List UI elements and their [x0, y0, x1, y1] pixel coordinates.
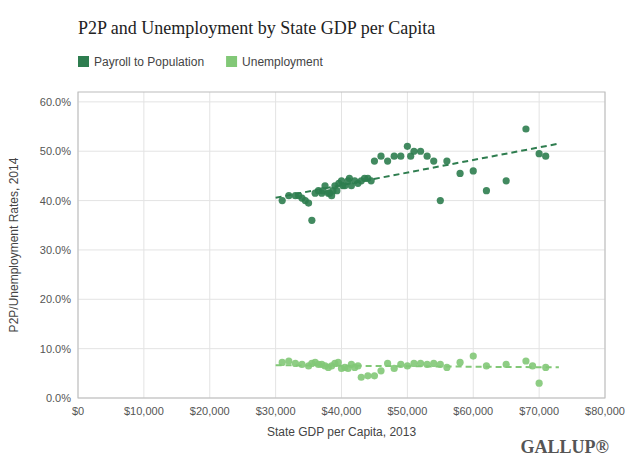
x-axis-label: State GDP per Capita, 2013 — [267, 425, 417, 439]
point — [542, 364, 549, 371]
point — [456, 170, 463, 177]
point — [522, 125, 529, 132]
point — [536, 150, 543, 157]
y-tick-label: 50.0% — [40, 145, 71, 157]
x-tick-label: $70,000 — [519, 405, 559, 417]
point — [358, 374, 365, 381]
trend-line — [276, 144, 559, 198]
annotation: GALLUP® — [521, 437, 609, 457]
point — [430, 157, 437, 164]
y-grid-line — [78, 348, 605, 349]
point — [410, 148, 417, 155]
x-tick-label: $20,000 — [190, 405, 230, 417]
legend-label: Unemployment — [242, 55, 323, 69]
x-tick-label: $80,000 — [585, 405, 625, 417]
point — [404, 143, 411, 150]
point — [391, 365, 398, 372]
point — [430, 360, 437, 367]
point — [333, 187, 340, 194]
x-grid-line — [341, 92, 342, 398]
x-tick-label: $0 — [72, 405, 84, 417]
point — [417, 148, 424, 155]
x-tick-label: $30,000 — [256, 405, 296, 417]
point — [404, 362, 411, 369]
x-grid-line — [143, 92, 144, 398]
y-tick-label: 30.0% — [40, 244, 71, 256]
point — [368, 177, 375, 184]
point — [384, 157, 391, 164]
y-tick-label: 0.0% — [46, 392, 71, 404]
point — [371, 157, 378, 164]
point — [321, 182, 328, 189]
y-tick-label: 20.0% — [40, 293, 71, 305]
point — [285, 357, 292, 364]
point — [410, 360, 417, 367]
point — [384, 360, 391, 367]
point — [470, 167, 477, 174]
x-tick-label: $40,000 — [322, 405, 362, 417]
x-tick-label: $60,000 — [453, 405, 493, 417]
point — [417, 360, 424, 367]
point — [279, 359, 286, 366]
x-grid-line — [209, 92, 210, 398]
x-grid-line — [407, 92, 408, 398]
grid — [78, 92, 605, 398]
legend: Payroll to Population Unemployment — [78, 55, 323, 69]
point — [305, 199, 312, 206]
point — [279, 197, 286, 204]
point — [529, 362, 536, 369]
point — [456, 359, 463, 366]
point — [522, 357, 529, 364]
point — [483, 362, 490, 369]
y-grid-line — [78, 299, 605, 300]
point — [354, 362, 361, 369]
point — [364, 372, 371, 379]
legend-swatch — [78, 56, 89, 67]
point — [371, 372, 378, 379]
y-grid-line — [78, 200, 605, 201]
point — [424, 153, 431, 160]
y-axis-label: P2P/Unemployment Rates, 2014 — [7, 157, 21, 332]
x-tick-label: $50,000 — [387, 405, 427, 417]
point — [536, 380, 543, 387]
point — [308, 217, 315, 224]
point — [298, 361, 305, 368]
point — [377, 367, 384, 374]
y-tick-label: 60.0% — [40, 96, 71, 108]
plot-frame — [78, 92, 605, 398]
point — [437, 361, 444, 368]
chart: P2P and Unemployment by State GDP per Ca… — [0, 0, 625, 463]
y-tick-label: 10.0% — [40, 343, 71, 355]
x-grid-line — [275, 92, 276, 398]
point — [443, 364, 450, 371]
point — [443, 157, 450, 164]
y-tick-label: 40.0% — [40, 195, 71, 207]
y-grid-line — [78, 101, 605, 102]
point — [285, 192, 292, 199]
x-tick-label: $10,000 — [124, 405, 164, 417]
point — [377, 153, 384, 160]
point — [292, 360, 299, 367]
x-grid-line — [539, 92, 540, 398]
x-grid-line — [473, 92, 474, 398]
point — [503, 361, 510, 368]
point — [503, 177, 510, 184]
point — [397, 361, 404, 368]
point — [424, 361, 431, 368]
y-grid-line — [78, 249, 605, 250]
point — [437, 197, 444, 204]
point — [470, 352, 477, 359]
point — [483, 187, 490, 194]
title: P2P and Unemployment by State GDP per Ca… — [78, 18, 435, 38]
point — [397, 153, 404, 160]
plot-area — [276, 125, 559, 386]
legend-swatch — [226, 56, 237, 67]
point — [542, 153, 549, 160]
background — [0, 0, 625, 463]
point — [391, 153, 398, 160]
legend-label: Payroll to Population — [94, 55, 204, 69]
